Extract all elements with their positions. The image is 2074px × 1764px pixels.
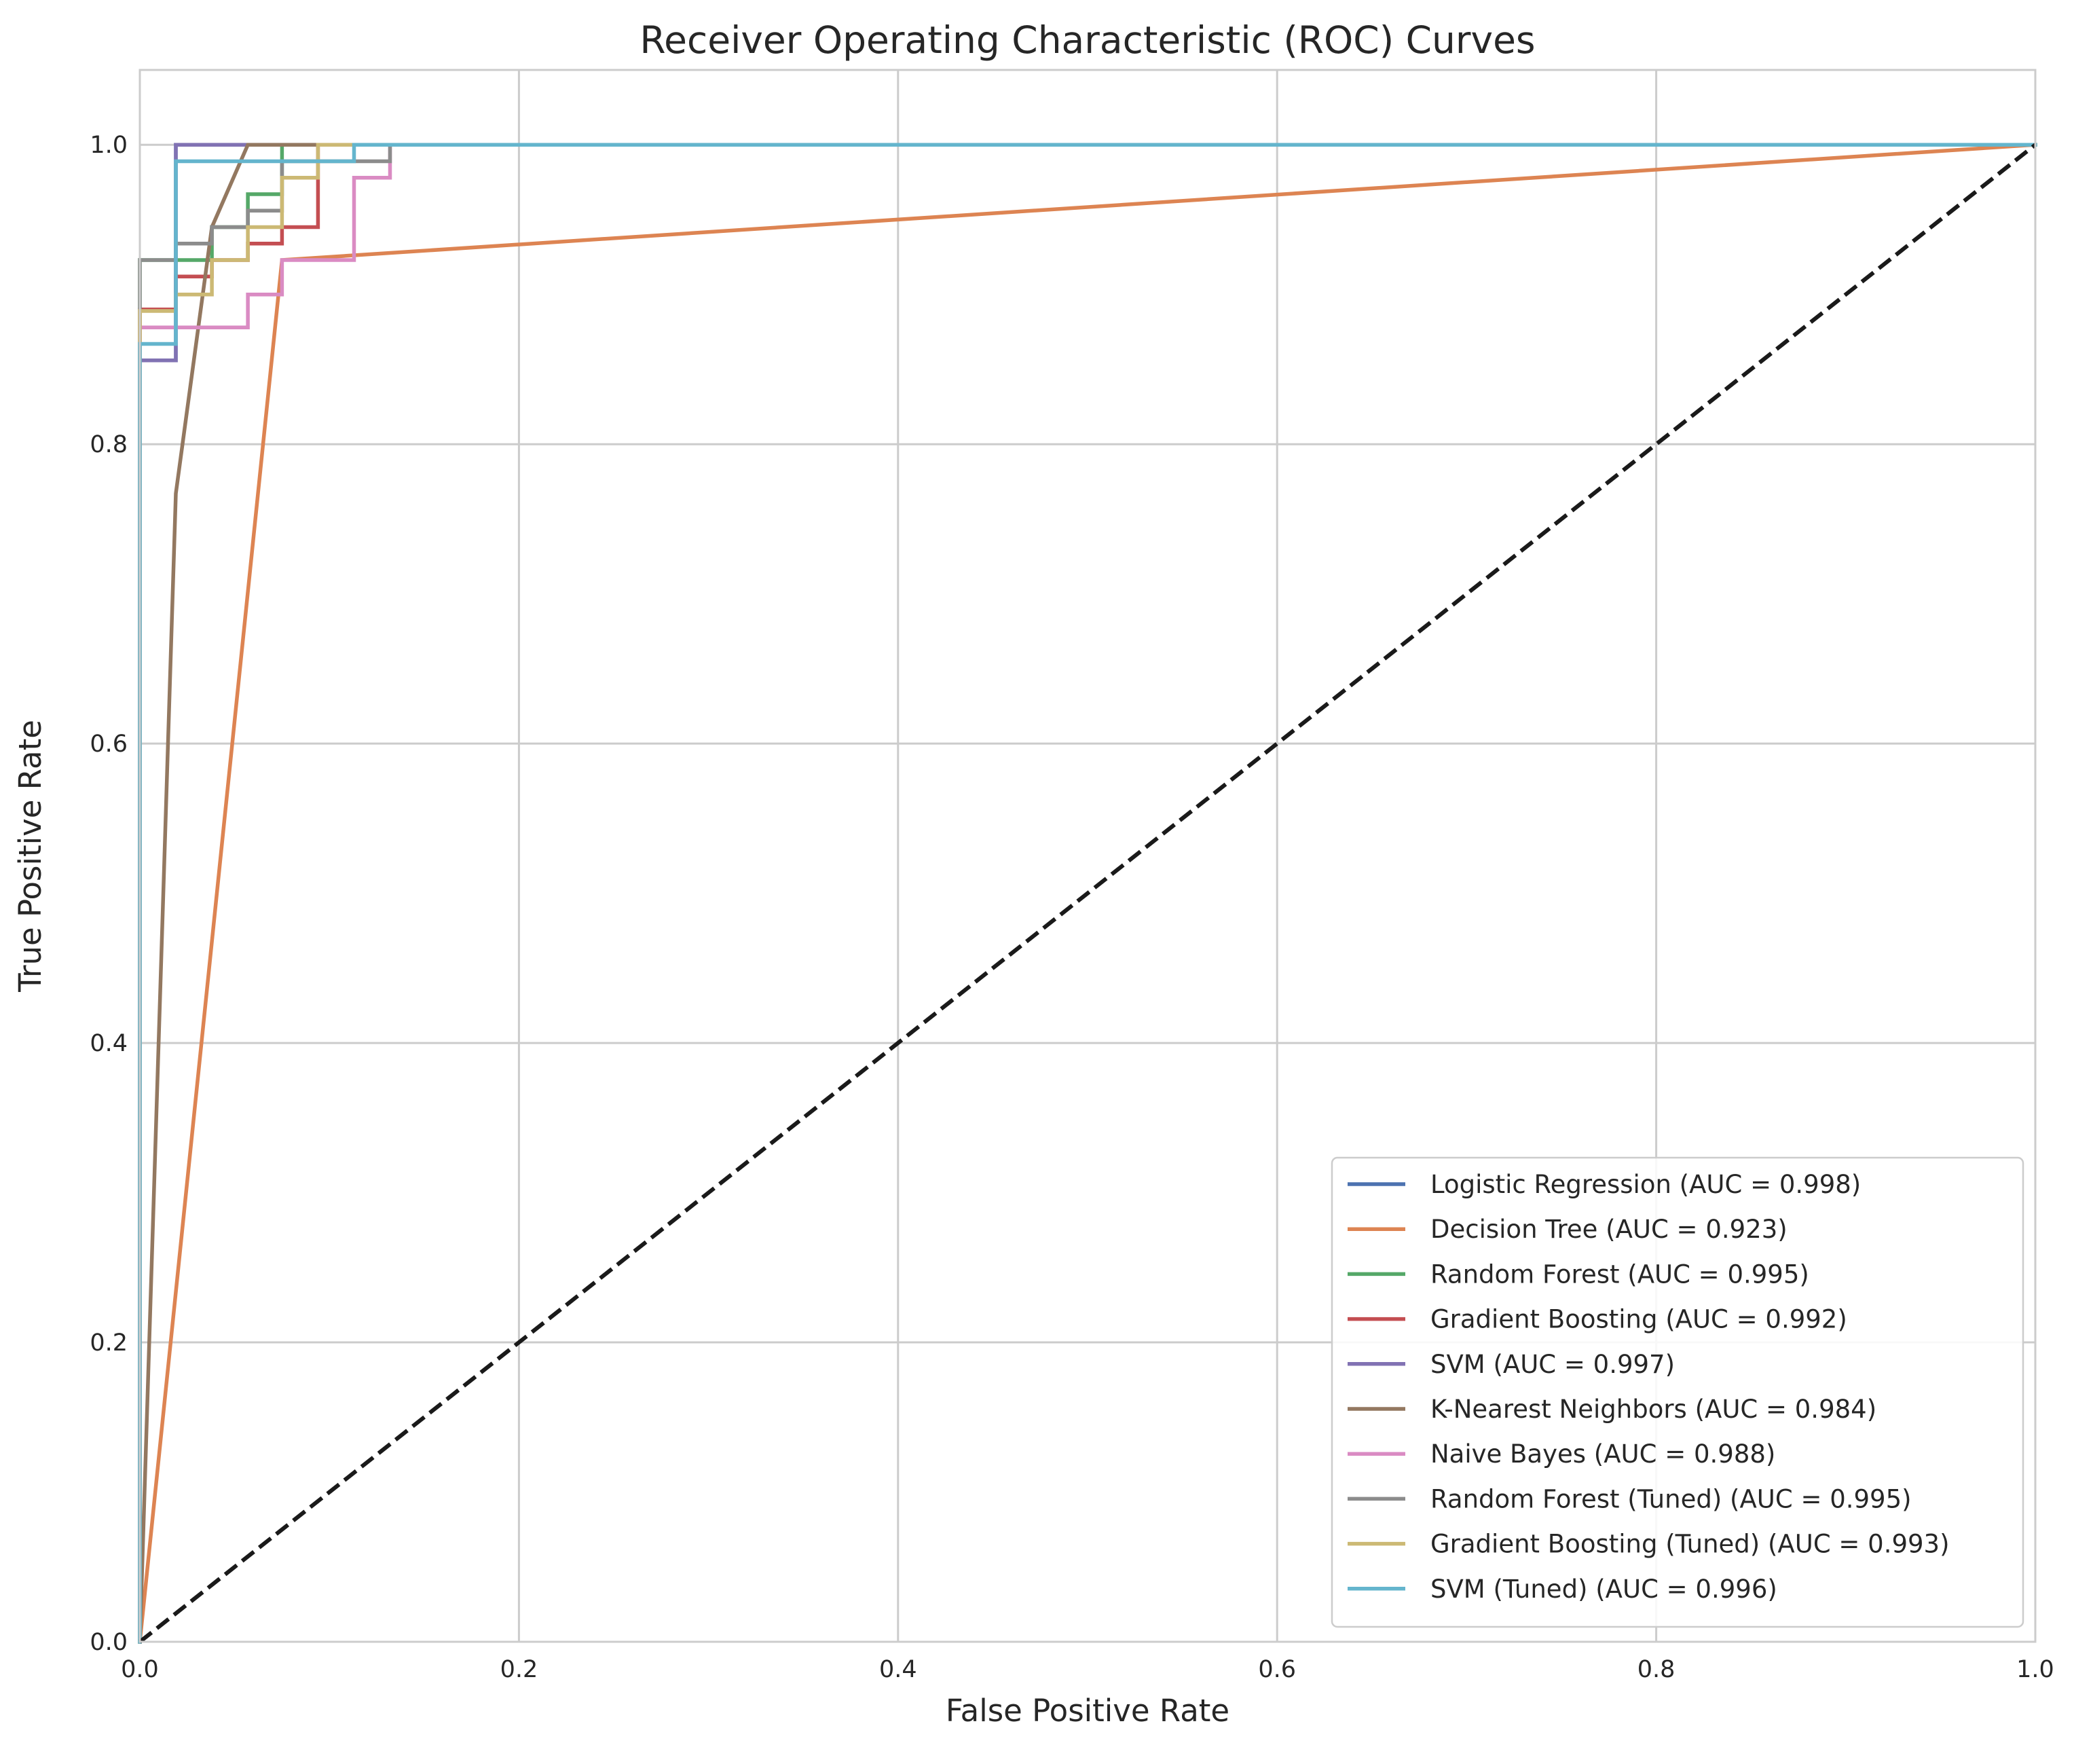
y-tick-label: 0.8 xyxy=(90,431,128,458)
plot-series xyxy=(137,143,2037,1644)
x-tick-label: 0.8 xyxy=(1637,1656,1675,1683)
y-axis-label: True Positive Rate xyxy=(12,720,48,993)
y-tick-label: 0.0 xyxy=(90,1629,128,1656)
y-tick-label: 0.2 xyxy=(90,1329,128,1357)
x-tick-label: 0.4 xyxy=(879,1656,917,1683)
series-line-6 xyxy=(138,143,2037,1644)
y-tick-label: 1.0 xyxy=(90,132,128,159)
grid xyxy=(138,70,2037,1643)
legend-label: Random Forest (Tuned) (AUC = 0.995) xyxy=(1430,1484,1912,1513)
legend-label: SVM (AUC = 0.997) xyxy=(1430,1350,1675,1379)
x-tick-label: 0.2 xyxy=(500,1656,538,1683)
y-tick-label: 0.4 xyxy=(90,1030,128,1057)
legend-label: K-Nearest Neighbors (AUC = 0.984) xyxy=(1430,1395,1876,1424)
x-tick-label: 1.0 xyxy=(2016,1656,2054,1683)
legend: Logistic Regression (AUC = 0.998) Decisio… xyxy=(1331,1156,2024,1628)
legend-label: Logistic Regression (AUC = 0.998) xyxy=(1430,1170,1861,1199)
x-tick-label: 0.6 xyxy=(1258,1656,1296,1683)
legend-label: Decision Tree (AUC = 0.923) xyxy=(1430,1215,1788,1244)
legend-label: Naive Bayes (AUC = 0.988) xyxy=(1430,1439,1775,1469)
legend-box xyxy=(1331,1156,2024,1628)
x-tick-label: 0.0 xyxy=(121,1656,159,1683)
reference-diagonal-line xyxy=(138,143,2037,1644)
legend-label: Gradient Boosting (AUC = 0.992) xyxy=(1430,1305,1847,1334)
x-axis-label: False Positive Rate xyxy=(946,1693,1229,1729)
chart-title: Receiver Operating Characteristic (ROC) … xyxy=(640,18,1535,62)
legend-label: Random Forest (AUC = 0.995) xyxy=(1430,1260,1809,1289)
y-tick-label: 0.6 xyxy=(90,731,128,758)
tick-labels: 0.0 0.2 0.4 0.6 0.8 1.0 0.0 0.2 0.4 0.6 0.8 1.0 xyxy=(90,132,2054,1683)
legend-label: SVM (Tuned) (AUC = 0.996) xyxy=(1430,1575,1777,1604)
plot-frame xyxy=(138,69,2037,1643)
legend-label: Gradient Boosting (Tuned) (AUC = 0.993) xyxy=(1430,1530,1950,1559)
